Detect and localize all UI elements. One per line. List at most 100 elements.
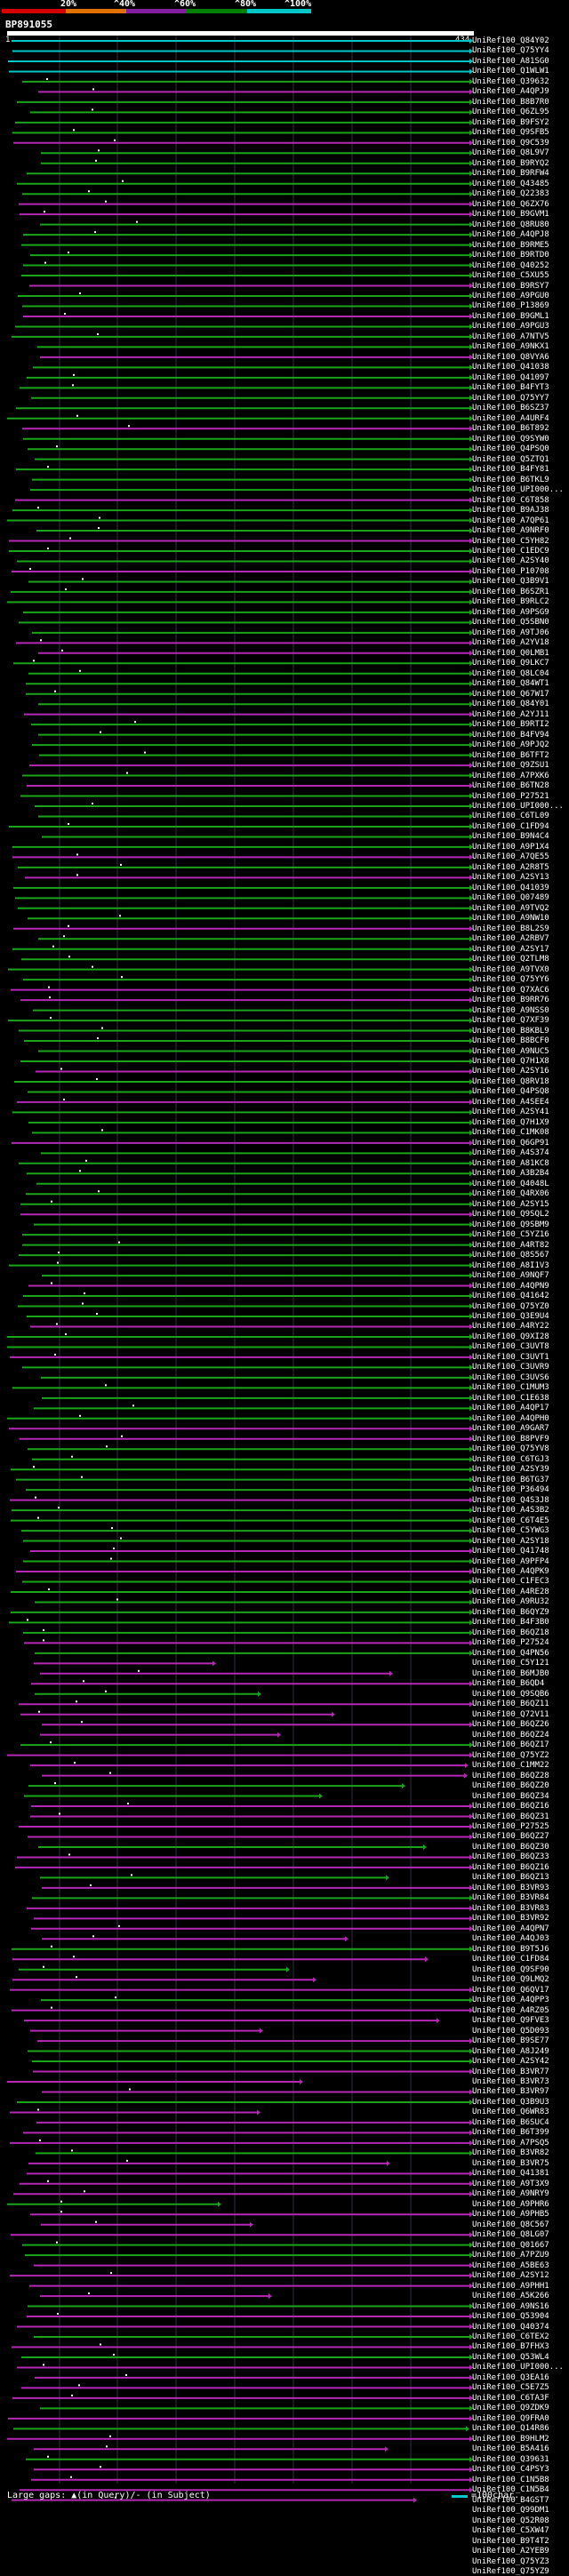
hit-label[interactable]: UniRef100_B6QZ28 [472,1771,549,1780]
hit-label[interactable]: UniRef100_C1E638 [472,1393,549,1403]
hit-label[interactable]: UniRef100_A9PHB5 [472,2210,549,2220]
hit-label[interactable]: UniRef100_A4QPN7 [472,1924,549,1933]
hit-label[interactable]: UniRef100_Q7XF39 [472,1016,549,1026]
hit-label[interactable]: UniRef100_Q8C567 [472,2220,549,2229]
hit-label[interactable]: UniRef100_C1MM22 [472,1761,549,1771]
hit-label[interactable]: UniRef100_B6TN28 [472,781,549,791]
hit-label[interactable]: UniRef100_C3UVR9 [472,1363,549,1372]
hit-label[interactable]: UniRef100_Q6QV17 [472,1985,549,1995]
hit-label[interactable]: UniRef100_A7PSQ5 [472,2138,549,2148]
hit-label[interactable]: UniRef100_B9T5J6 [472,1944,549,1954]
hit-label[interactable]: UniRef100_A9TVX0 [472,964,549,974]
hit-label[interactable]: UniRef100_A2SY16 [472,1067,549,1076]
hit-label[interactable]: UniRef100_B6QZ31 [472,1812,549,1821]
hit-label[interactable]: UniRef100_B8PVF9 [472,1434,549,1444]
hit-label[interactable]: UniRef100_A5BE63 [472,2260,549,2270]
hit-label[interactable]: UniRef100_B6QZ26 [472,1720,549,1730]
hit-label[interactable]: UniRef100_Q75YZ2 [472,1750,549,1760]
hit-label[interactable]: UniRef100_A9PFP4 [472,1556,549,1566]
hit-label[interactable]: UniRef100_Q9FRA0 [472,2413,549,2423]
hit-label[interactable]: UniRef100_Q8RU80 [472,220,549,229]
hit-label[interactable]: UniRef100_Q5D093 [472,2026,549,2036]
hit-label[interactable]: UniRef100_A2SY39 [472,1465,549,1475]
hit-label[interactable]: UniRef100_Q9SQB6 [472,1689,549,1699]
hit-label[interactable]: UniRef100_B3VR73 [472,2077,549,2086]
hit-label[interactable]: UniRef100_B4FY81 [472,465,549,475]
hit-label[interactable]: UniRef100_A7PZU9 [472,2251,549,2260]
hit-label[interactable]: UniRef100_A9NRF0 [472,526,549,536]
hit-label[interactable]: UniRef100_Q6ZL95 [472,108,549,117]
hit-label[interactable]: UniRef100_B3VR83 [472,1903,549,1913]
hit-label[interactable]: UniRef100_A7QP61 [472,516,549,525]
hit-label[interactable]: UniRef100_C6T4E5 [472,1516,549,1525]
hit-label[interactable]: UniRef100_Q07489 [472,893,549,903]
hit-label[interactable]: UniRef100_Q41039 [472,883,549,892]
hit-label[interactable]: UniRef100_A2SY17 [472,944,549,954]
hit-label[interactable]: UniRef100_B6T892 [472,424,549,434]
hit-label[interactable]: UniRef100_Q6ZX76 [472,199,549,209]
hit-label[interactable]: UniRef100_A9NKX1 [472,342,549,352]
hit-label[interactable]: UniRef100_Q75YZ3 [472,2556,549,2566]
hit-label[interactable]: UniRef100_A2YV18 [472,638,549,648]
hit-label[interactable]: UniRef100_A2SY12 [472,2271,549,2281]
hit-label[interactable]: UniRef100_A4QPJ8 [472,230,549,240]
hit-label[interactable]: UniRef100_Q39632 [472,76,549,86]
hit-label[interactable]: UniRef100_Q1WLW1 [472,67,549,76]
hit-label[interactable]: UniRef100_Q4S3J8 [472,1495,549,1505]
hit-label[interactable]: UniRef100_Q40374 [472,2322,549,2332]
hit-label[interactable]: UniRef100_A9RU32 [472,1597,549,1607]
hit-label[interactable]: UniRef100_C6TL09 [472,812,549,821]
hit-label[interactable]: UniRef100_B6TKL9 [472,475,549,484]
hit-label[interactable]: UniRef100_B9RME5 [472,240,549,250]
hit-label[interactable]: UniRef100_B9RSY7 [472,281,549,291]
hit-label[interactable]: UniRef100_A4SEE4 [472,1097,549,1107]
hit-label[interactable]: UniRef100_A2SY41 [472,1108,549,1117]
hit-label[interactable]: UniRef100_Q75YZ9 [472,2567,549,2576]
hit-label[interactable]: UniRef100_Q41381 [472,2169,549,2179]
hit-label[interactable]: UniRef100_Q99DM1 [472,2506,549,2516]
hit-label[interactable]: UniRef100_P10708 [472,566,549,576]
hit-label[interactable]: UniRef100_Q9XI28 [472,1332,549,1341]
hit-label[interactable]: UniRef100_Q53WL4 [472,2352,549,2362]
hit-label[interactable]: UniRef100_A9PJQ2 [472,740,549,750]
hit-label[interactable]: UniRef100_C1FD94 [472,821,549,831]
hit-label[interactable]: UniRef100_B8L2S9 [472,924,549,933]
hit-label[interactable]: UniRef100_A9PGU3 [472,322,549,332]
hit-label[interactable]: UniRef100_C5YH82 [472,536,549,546]
hit-label[interactable]: UniRef100_Q8S567 [472,1251,549,1260]
hit-label[interactable]: UniRef100_Q9SBM9 [472,1220,549,1229]
hit-label[interactable]: UniRef100_Q8LG07 [472,2230,549,2240]
hit-label[interactable]: UniRef100_B5A416 [472,2444,549,2454]
hit-label[interactable]: UniRef100_A3B2B4 [472,1169,549,1179]
hit-label[interactable]: UniRef100_A7NTV5 [472,332,549,341]
hit-label[interactable]: UniRef100_UPI000... [472,485,564,495]
hit-label[interactable]: UniRef100_B9SE77 [472,2036,549,2046]
hit-label[interactable]: UniRef100_A7QE55 [472,852,549,862]
hit-label[interactable]: UniRef100_P36494 [472,1485,549,1495]
hit-label[interactable]: UniRef100_B4FYT3 [472,383,549,393]
hit-label[interactable]: UniRef100_C5E7Z5 [472,2383,549,2393]
hit-label[interactable]: UniRef100_B6QYZ9 [472,1607,549,1617]
hit-label[interactable]: UniRef100_C1FD84 [472,1955,549,1964]
hit-label[interactable]: UniRef100_B3VR82 [472,2148,549,2158]
hit-label[interactable]: UniRef100_Q6WR83 [472,2108,549,2117]
hit-label[interactable]: UniRef100_B6MJB0 [472,1668,549,1678]
hit-label[interactable]: UniRef100_B6SZR1 [472,587,549,596]
hit-label[interactable]: UniRef100_P27525 [472,1822,549,1831]
hit-label[interactable]: UniRef100_A9PGU0 [472,292,549,300]
hit-label[interactable]: UniRef100_A9GAR7 [472,1424,549,1434]
hit-label[interactable]: UniRef100_A4S374 [472,1148,549,1158]
hit-label[interactable]: UniRef100_Q0LMB1 [472,648,549,658]
hit-label[interactable]: UniRef100_A4QPK9 [472,1567,549,1576]
hit-label[interactable]: UniRef100_UPI000... [472,2363,564,2372]
hit-label[interactable]: UniRef100_B9RFW4 [472,169,549,179]
hit-label[interactable]: UniRef100_UPI000... [472,802,564,811]
hit-label[interactable]: UniRef100_P27521 [472,791,549,801]
hit-label[interactable]: UniRef100_Q84Y02 [472,36,549,45]
hit-label[interactable]: UniRef100_A4QJ03 [472,1934,549,1944]
hit-label[interactable]: UniRef100_Q75YY6 [472,975,549,985]
hit-label[interactable]: UniRef100_Q3B9U3 [472,2097,549,2107]
hit-label[interactable]: UniRef100_B6QZ20 [472,1781,549,1791]
hit-label[interactable]: UniRef100_C1FEC3 [472,1577,549,1587]
hit-label[interactable]: UniRef100_B6QZ17 [472,1740,549,1750]
